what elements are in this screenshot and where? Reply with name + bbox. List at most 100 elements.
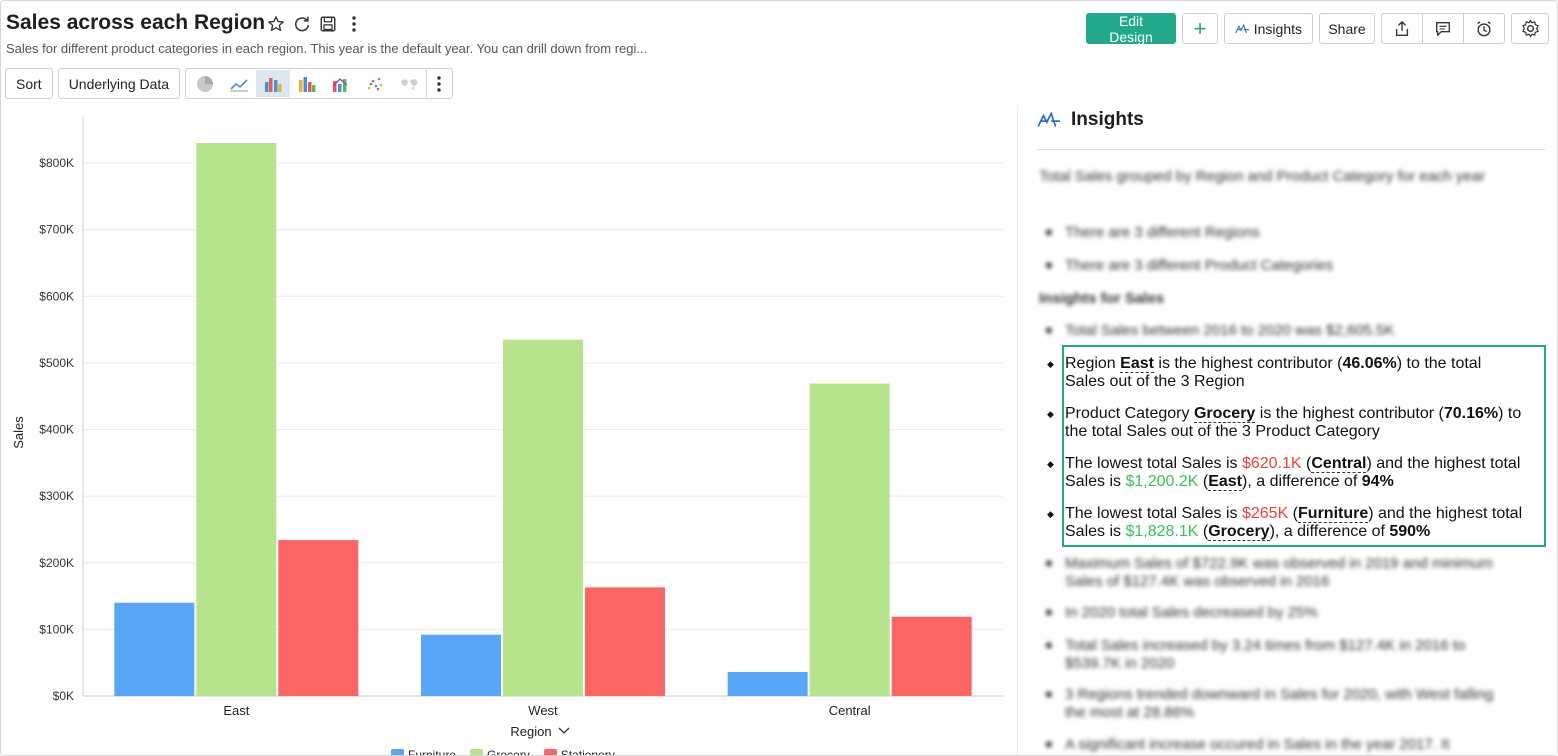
- highlighted-insight: ◆ The lowest total Sales is $620.1K (Cen…: [1047, 455, 1527, 491]
- pie-chart-icon[interactable]: [188, 70, 222, 97]
- legend-swatch: [391, 748, 404, 755]
- add-button[interactable]: +: [1182, 13, 1218, 44]
- insight-bullet-text: A significant increase occured in Sales …: [1065, 736, 1450, 753]
- legend-label: Furniture: [408, 748, 457, 756]
- insight-bullet-text: In 2020 total Sales decreased by 25%: [1065, 604, 1318, 621]
- insights-button[interactable]: Insights: [1224, 13, 1313, 44]
- chart-legend: Furniture Grocery Stationery: [391, 748, 615, 756]
- page-title: Sales across each Region: [6, 11, 266, 34]
- more-vertical-icon[interactable]: [345, 15, 363, 33]
- x-tick-label: West: [528, 703, 558, 718]
- y-tick-label: $100K: [39, 622, 74, 636]
- bar-chart: $0K $100K $200K $300K $400K $500K $600K $700K $8…: [1, 109, 1011, 756]
- y-tick-label: $0K: [53, 689, 74, 703]
- stacked-bar-chart-icon[interactable]: [290, 70, 324, 97]
- legend-label: Grocery: [487, 748, 530, 756]
- alarm-icon: [1477, 20, 1491, 36]
- star-icon[interactable]: [267, 15, 285, 33]
- bar-furniture-central: [727, 672, 808, 696]
- export-button[interactable]: [1381, 13, 1423, 44]
- highlighted-insight-text: Region East is the highest contributor (…: [1065, 355, 1482, 390]
- insights-button-label: Insights: [1253, 20, 1302, 37]
- insight-bullet-text: Total Sales between 2016 to 2020 was $2,…: [1065, 322, 1395, 339]
- panel-divider: [1017, 107, 1018, 755]
- insights-intro: Total Sales grouped by Region and Produc…: [1039, 168, 1486, 185]
- insight-bullet-text: There are 3 different Regions: [1065, 224, 1260, 241]
- legend-item-grocery[interactable]: Grocery: [470, 748, 530, 756]
- highlighted-insights-box: [1062, 345, 1546, 547]
- highlighted-insight-text: Product Category Grocery is the highest …: [1065, 405, 1522, 440]
- underlying-data-button[interactable]: Underlying Data: [57, 68, 181, 99]
- bar-stationery-central: [891, 616, 972, 696]
- chart-toolbar: Sort Underlying Data: [5, 68, 454, 99]
- refresh-icon[interactable]: [293, 15, 311, 33]
- grouped-bar-chart-icon[interactable]: [256, 70, 291, 97]
- alarm-button[interactable]: [1463, 13, 1505, 44]
- share-button[interactable]: Share: [1319, 13, 1375, 44]
- y-tick-label: $600K: [39, 289, 74, 303]
- insight-bullet: ◆ Total Sales between 2016 to 2020 was $2…: [1045, 322, 1395, 339]
- chevron-down-icon: [558, 727, 570, 734]
- comment-button[interactable]: [1422, 13, 1464, 44]
- bar-stationery-west: [585, 587, 665, 696]
- settings-button[interactable]: [1511, 13, 1549, 44]
- highlighted-insight-text: The lowest total Sales is $620.1K (Centr…: [1065, 455, 1521, 491]
- insight-bullet: ◆ Maximum Sales of $722.9K was observed i…: [1045, 555, 1515, 591]
- insights-icon: [1037, 112, 1060, 127]
- bar-stationery-east: [278, 540, 359, 696]
- legend-label: Stationery: [560, 748, 615, 756]
- chart-type-switcher: [185, 68, 454, 99]
- edit-design-button[interactable]: Edit Design: [1086, 13, 1176, 45]
- y-tick-label: $200K: [39, 556, 74, 570]
- bar-grocery-central: [809, 383, 890, 696]
- insights-panel-header: Insights: [1037, 109, 1144, 131]
- insights-title: Insights: [1071, 109, 1144, 130]
- chart-type-more-icon[interactable]: [426, 70, 450, 97]
- legend-swatch: [543, 748, 557, 755]
- line-chart-icon[interactable]: [222, 70, 256, 97]
- highlighted-insight: ◆ Product Category Grocery is the highes…: [1047, 405, 1527, 441]
- insight-bullet: ◆ There are 3 different Product Categorie…: [1045, 257, 1334, 274]
- legend-item-furniture[interactable]: Furniture: [391, 748, 457, 756]
- y-tick-label: $300K: [39, 489, 74, 503]
- highlighted-insight: ◆ The lowest total Sales is $265K (Furni…: [1047, 505, 1527, 541]
- title-actions: [267, 15, 363, 33]
- insight-bullet: ◆ 3 Regions trended downward in Sales for…: [1045, 686, 1515, 722]
- chart-svg: $0K $100K $200K $300K $400K $500K $600K $700K $8…: [11, 117, 1003, 739]
- scatter-chart-icon[interactable]: [358, 70, 392, 97]
- x-axis-label: Region: [510, 724, 551, 739]
- insights-section-title: Insights for Sales: [1039, 290, 1165, 307]
- x-tick-label: Central: [829, 703, 871, 718]
- insights-divider: [1037, 149, 1545, 150]
- y-tick-label: $700K: [39, 223, 74, 237]
- y-tick-label: $400K: [39, 423, 74, 437]
- header-actions: Edit Design + Insights Share: [1086, 13, 1549, 45]
- legend-swatch: [470, 748, 484, 755]
- comment-icon: [1436, 21, 1450, 36]
- export-icon: [1395, 20, 1409, 36]
- legend-item-stationery[interactable]: Stationery: [543, 748, 615, 756]
- save-icon[interactable]: [319, 15, 337, 33]
- combo-chart-icon[interactable]: [324, 70, 358, 97]
- y-axis-label: Sales: [11, 416, 26, 449]
- page-subtitle: Sales for different product categories i…: [6, 41, 648, 56]
- highlighted-insight: ◆ Region East is the highest contributor…: [1047, 355, 1527, 391]
- highlighted-insight-text: The lowest total Sales is $265K (Furnitu…: [1065, 505, 1523, 541]
- insight-bullet-text: Maximum Sales of $722.9K was observed in…: [1065, 555, 1493, 590]
- bar-furniture-east: [114, 602, 195, 696]
- insights-icon: [1235, 23, 1250, 33]
- y-tick-label: $500K: [39, 356, 74, 370]
- bar-furniture-west: [421, 634, 501, 696]
- insight-bullet: ◆ There are 3 different Regions: [1045, 224, 1260, 241]
- insight-bullet: ◆ Total Sales increased by 3.24 times fro…: [1045, 637, 1515, 673]
- bar-grocery-east: [196, 143, 277, 696]
- gear-icon: [1521, 19, 1539, 38]
- x-tick-label: East: [223, 703, 249, 718]
- insight-bullet-text: There are 3 different Product Categories: [1065, 257, 1334, 274]
- insight-bullet-text: 3 Regions trended downward in Sales for …: [1065, 686, 1494, 721]
- insight-bullet-text: Total Sales increased by 3.24 times from…: [1065, 637, 1466, 672]
- icon-button-group: [1381, 13, 1505, 44]
- sort-button[interactable]: Sort: [5, 68, 53, 99]
- map-chart-icon[interactable]: [392, 70, 426, 97]
